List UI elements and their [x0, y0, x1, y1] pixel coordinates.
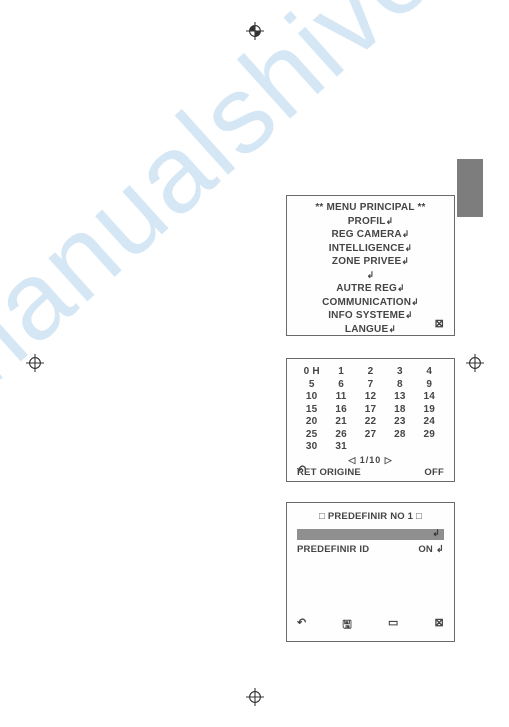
- menu-item[interactable]: LANGUE↲: [287, 323, 454, 337]
- grid-cell[interactable]: 8: [385, 379, 414, 392]
- ret-origine-value[interactable]: OFF: [424, 467, 444, 478]
- grid-cell[interactable]: 13: [385, 391, 414, 404]
- pager[interactable]: ◁ 1/10 ▷: [297, 455, 444, 466]
- grid-cell[interactable]: 28: [385, 429, 414, 442]
- ret-origine-label: RET ORIGINE: [297, 467, 361, 478]
- menu-item[interactable]: ZONE PRIVEE↲: [287, 255, 454, 269]
- grid-cell[interactable]: 7: [356, 379, 385, 392]
- page-tab: [457, 159, 483, 217]
- grid-cell[interactable]: 30: [297, 441, 326, 454]
- grid-cell[interactable]: 22: [356, 416, 385, 429]
- predefinir-title: □ PREDEFINIR NO 1 □: [297, 511, 444, 522]
- delete-icon[interactable]: ▭: [388, 616, 399, 635]
- grid-cell[interactable]: 2: [356, 366, 385, 379]
- menu-title: ** MENU PRINCIPAL **: [287, 202, 454, 215]
- grid-cell[interactable]: 26: [326, 429, 355, 442]
- menu-item[interactable]: INTELLIGENCE↲: [287, 242, 454, 256]
- grid-cell[interactable]: 17: [356, 404, 385, 417]
- menu-item[interactable]: PROFIL↲: [287, 215, 454, 229]
- grid-cell[interactable]: 24: [415, 416, 444, 429]
- close-icon[interactable]: ⊠: [435, 317, 444, 330]
- menu-principal-panel: ** MENU PRINCIPAL ** PROFIL↲ REG CAMERA↲…: [286, 195, 455, 336]
- registration-mark-icon: [246, 22, 264, 40]
- menu-item[interactable]: AUTRE REG↲: [287, 282, 454, 296]
- predefinir-id-label: PREDEFINIR ID: [297, 544, 369, 555]
- grid-cell[interactable]: 6: [326, 379, 355, 392]
- registration-mark-icon: [466, 354, 484, 372]
- menu-item[interactable]: COMMUNICATION↲: [287, 296, 454, 310]
- save-icon[interactable]: 🖫: [342, 616, 352, 635]
- preset-grid: 0 H 1 2 3 4 5 6 7 8 9 10 11 12 13 14 15 …: [297, 366, 444, 454]
- grid-cell[interactable]: 20: [297, 416, 326, 429]
- grid-cell[interactable]: 25: [297, 429, 326, 442]
- grid-cell[interactable]: 3: [385, 366, 414, 379]
- grid-cell[interactable]: 14: [415, 391, 444, 404]
- predefinir-id-value[interactable]: ON ↲: [418, 544, 444, 555]
- menu-item[interactable]: INFO SYSTEME↲: [287, 309, 454, 323]
- grid-cell[interactable]: 10: [297, 391, 326, 404]
- grid-cell[interactable]: 11: [326, 391, 355, 404]
- predefinir-panel: □ PREDEFINIR NO 1 □ ↲ PREDEFINIR ID ON ↲…: [286, 502, 455, 642]
- grid-cell[interactable]: 29: [415, 429, 444, 442]
- grid-cell[interactable]: 16: [326, 404, 355, 417]
- grid-cell[interactable]: 1: [326, 366, 355, 379]
- grid-cell[interactable]: 18: [385, 404, 414, 417]
- text-input-bar[interactable]: ↲: [297, 529, 444, 540]
- enter-icon: ↲: [432, 528, 440, 539]
- menu-item[interactable]: REG CAMERA↲: [287, 228, 454, 242]
- menu-item[interactable]: ↲: [287, 269, 454, 283]
- registration-mark-icon: [26, 354, 44, 372]
- grid-cell[interactable]: 5: [297, 379, 326, 392]
- registration-mark-icon: [246, 688, 264, 706]
- back-icon[interactable]: ↶: [297, 616, 306, 635]
- grid-cell[interactable]: 23: [385, 416, 414, 429]
- grid-cell[interactable]: 27: [356, 429, 385, 442]
- preset-grid-panel: 0 H 1 2 3 4 5 6 7 8 9 10 11 12 13 14 15 …: [286, 358, 455, 482]
- close-icon[interactable]: ⊠: [435, 616, 444, 635]
- grid-cell[interactable]: 0 H: [297, 366, 326, 379]
- grid-cell[interactable]: 31: [326, 441, 355, 454]
- back-icon[interactable]: ↶: [297, 463, 306, 476]
- grid-cell[interactable]: 15: [297, 404, 326, 417]
- grid-cell[interactable]: 21: [326, 416, 355, 429]
- grid-cell[interactable]: 4: [415, 366, 444, 379]
- grid-cell[interactable]: 9: [415, 379, 444, 392]
- grid-cell[interactable]: 19: [415, 404, 444, 417]
- grid-cell[interactable]: 12: [356, 391, 385, 404]
